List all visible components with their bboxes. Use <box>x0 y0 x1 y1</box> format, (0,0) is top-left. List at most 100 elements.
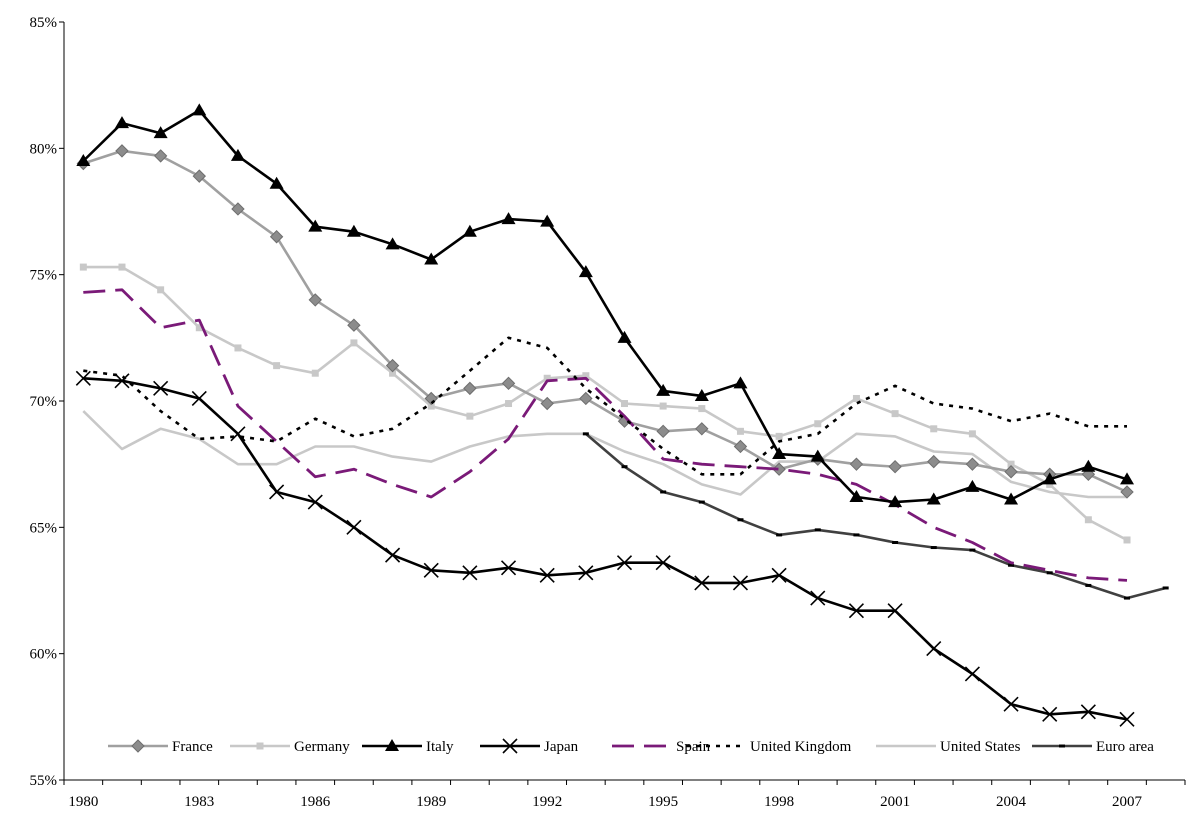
data-point-germany <box>157 286 165 294</box>
legend: France Germany Italy Japan Spain United Kingd… <box>108 738 1154 755</box>
data-point-japan <box>578 565 594 581</box>
y-tick-label: 55% <box>30 773 58 789</box>
data-point-japan <box>153 380 169 396</box>
series-line-spain <box>83 288 1128 582</box>
data-point-germany <box>582 372 590 380</box>
data-point-france <box>308 293 322 307</box>
data-point-italy <box>424 252 439 265</box>
data-point-france <box>772 462 786 476</box>
data-point-italy <box>540 214 555 227</box>
data-point-italy <box>849 490 864 503</box>
legend-label-germany: Germany <box>294 739 350 755</box>
x-tick-label: 1995 <box>648 794 678 810</box>
data-point-germany <box>543 374 551 382</box>
data-point-japan <box>346 519 362 535</box>
legend-label-italy: Italy <box>426 739 454 755</box>
data-point-italy <box>656 383 671 396</box>
series-italy <box>76 103 1135 508</box>
legend-marker-france <box>131 739 145 753</box>
data-point-germany <box>621 400 628 408</box>
data-point-italy <box>617 330 632 343</box>
legend-marker-italy <box>385 739 399 751</box>
legend-marker-germany <box>256 742 264 750</box>
data-point-italy <box>114 116 129 129</box>
data-point-italy <box>192 103 207 116</box>
data-point-japan <box>539 567 555 583</box>
data-point-italy <box>1042 472 1057 485</box>
data-point-germany <box>79 263 87 271</box>
series-euro-area <box>582 432 1169 600</box>
data-point-germany <box>891 410 899 418</box>
data-point-germany <box>736 427 744 435</box>
series-line-germany <box>83 265 1128 542</box>
series-lines <box>75 103 1169 727</box>
x-tick-label: 1998 <box>764 794 794 810</box>
y-tick-label: 70% <box>30 394 58 410</box>
data-point-italy <box>230 148 245 161</box>
data-point-germany <box>427 402 435 410</box>
data-point-france <box>463 381 477 396</box>
data-point-japan <box>269 484 285 500</box>
legend-item-japan: Japan <box>480 738 579 755</box>
y-tick-label: 80% <box>30 141 58 157</box>
series-line-euro-area <box>584 432 1167 600</box>
y-tick-label: 60% <box>30 647 58 663</box>
data-point-japan <box>75 370 91 386</box>
data-point-italy <box>269 176 284 189</box>
series-japan <box>75 370 1135 727</box>
series-line-japan <box>83 377 1128 721</box>
x-tick-label: 2004 <box>996 794 1027 810</box>
data-point-germany <box>505 400 513 408</box>
data-point-japan <box>1119 711 1135 727</box>
data-point-japan <box>732 575 749 591</box>
data-point-italy <box>76 153 91 166</box>
legend-label-euro-area: Euro area <box>1096 739 1154 755</box>
legend-label-united-kingdom: United Kingdom <box>750 739 852 755</box>
y-tick-label: 75% <box>30 268 58 284</box>
data-point-japan <box>114 373 130 389</box>
data-point-italy <box>694 388 709 401</box>
data-point-japan <box>1003 696 1019 712</box>
data-point-italy <box>501 212 516 225</box>
data-point-japan <box>191 390 207 407</box>
data-point-italy <box>1081 459 1096 472</box>
data-point-france <box>695 422 709 436</box>
legend-item-euro-area: Euro area <box>1032 739 1154 755</box>
data-point-france <box>733 439 748 454</box>
data-point-france <box>231 202 245 216</box>
data-point-japan <box>500 560 517 576</box>
legend-label-united-states: United States <box>940 739 1021 755</box>
data-point-japan <box>1042 706 1058 722</box>
data-point-germany <box>814 420 822 428</box>
data-point-italy <box>385 237 400 250</box>
data-point-france <box>501 376 516 391</box>
data-point-germany <box>273 362 281 370</box>
data-point-france <box>540 396 554 411</box>
data-point-germany <box>350 339 358 347</box>
data-point-germany <box>118 263 126 271</box>
data-point-japan <box>462 565 478 581</box>
data-point-france <box>888 459 902 474</box>
x-tick-label: 2007 <box>1112 794 1143 810</box>
data-point-germany <box>1007 460 1015 468</box>
data-point-france <box>385 358 400 373</box>
data-point-france <box>192 169 207 183</box>
data-point-germany <box>775 432 783 440</box>
data-point-germany <box>234 344 242 352</box>
x-tick-label: 2001 <box>880 794 910 810</box>
data-point-italy <box>1120 472 1135 485</box>
axes: 55% 60% 65% 70% 75% 80% 85% 1980 1983 1986 1989 199… <box>30 15 1186 810</box>
series-spain <box>83 288 1128 582</box>
data-point-italy <box>965 479 980 492</box>
data-point-germany <box>698 405 706 413</box>
series-line-france <box>82 149 1128 494</box>
series-line-italy <box>82 109 1128 504</box>
data-point-japan <box>423 562 439 578</box>
legend-item-italy: Italy <box>362 739 454 755</box>
data-point-france <box>849 457 864 471</box>
legend-item-germany: Germany <box>230 739 350 755</box>
series-germany <box>79 263 1131 544</box>
x-tick-label: 1983 <box>184 794 214 810</box>
